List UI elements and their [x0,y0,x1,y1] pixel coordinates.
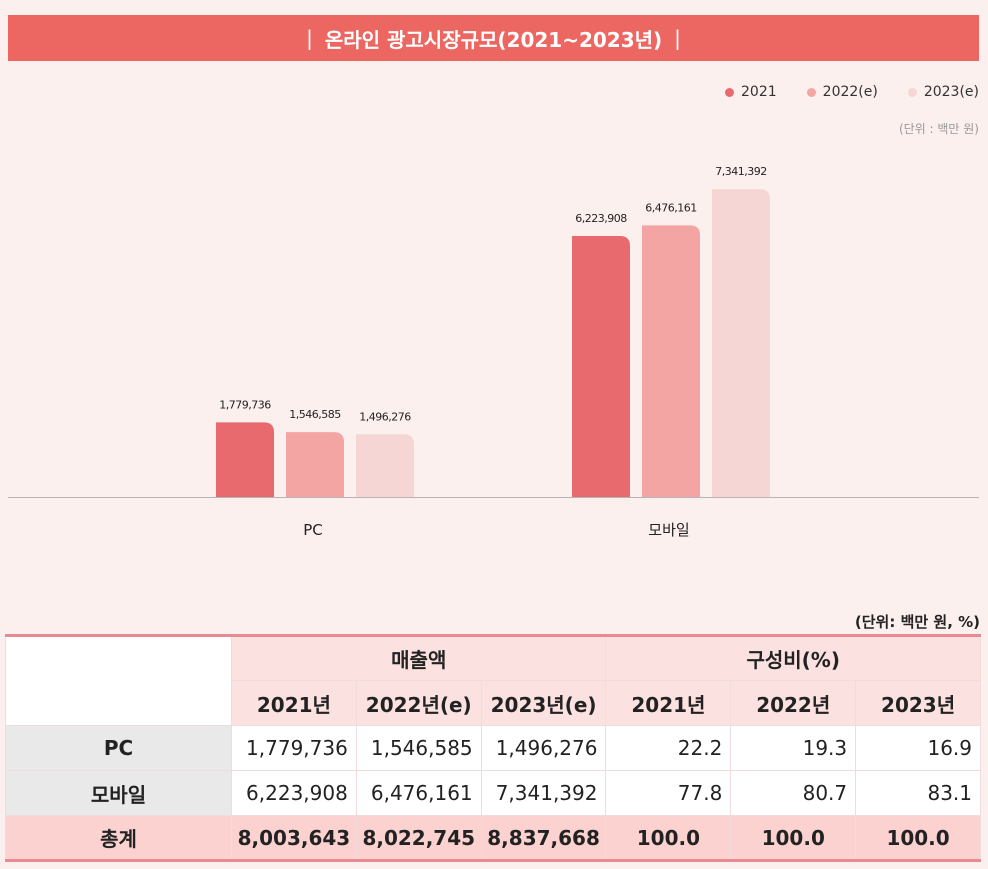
table-cell: 100.0 [605,815,732,861]
bar-value-label: 6,476,161 [645,201,696,214]
legend-label: 2022(e) [822,84,878,100]
table-corner-cell [5,635,232,726]
table-unit-label: (단위: 백만 원, %) [854,613,980,631]
header-sales: 매출액 [230,635,607,681]
table-header-row-group: 매출액 구성비(%) [5,635,981,726]
table-cell: 77.8 [605,770,732,816]
title-separator-right: | [674,26,681,50]
bar-value-label: 6,223,908 [575,212,627,225]
chart-legend: 2021 2022(e) 2023(e) [725,84,979,100]
bar-PC-2021 [216,422,274,497]
table-cell: 100.0 [730,815,857,861]
header-year: 2021년 [605,680,732,726]
bar-PC-2022(e) [286,432,344,497]
table-cell: 8,837,668 [480,815,607,861]
bar-value-label: 1,546,585 [289,408,341,421]
bar-모바일-2022(e) [642,225,700,497]
table-cell: 83.1 [855,770,981,816]
chart-title: 온라인 광고시장규모(2021~2023년) [324,27,663,52]
legend-item-2022e: 2022(e) [806,84,878,100]
legend-dot-icon [806,87,816,97]
table-cell: 1,496,276 [480,725,607,771]
header-year: 2023년 [855,680,981,726]
legend-dot-icon [725,87,735,97]
data-table: 매출액 구성비(%) 2021년 2022년(e) 2023년(e) 2021년… [5,634,981,862]
bar-value-label: 7,341,392 [715,165,766,178]
table-cell: 100.0 [855,815,981,861]
table-header-row-years: 2021년 2022년(e) 2023년(e) 2021년 2022년 2023… [6,680,981,726]
header-year: 2023년(e) [480,680,607,726]
chart-title-bar: | 온라인 광고시장규모(2021~2023년) | [8,15,979,61]
table-cell: 1,779,736 [231,725,357,771]
legend-item-2021: 2021 [725,84,777,100]
legend-label: 2021 [741,84,777,100]
bar-PC-2023(e) [356,434,414,497]
x-tick-label: PC [303,521,323,539]
bar-value-label: 1,779,736 [219,398,271,411]
row-label-pc: PC [5,725,232,771]
table-row: PC 1,779,736 1,546,585 1,496,276 22.2 19… [5,725,981,771]
chart-unit-label: (단위 : 백만 원) [898,122,979,136]
bar-value-label: 1,496,276 [359,410,411,423]
header-year: 2022년(e) [355,680,482,726]
table-total-row: 총계 8,003,643 8,022,745 8,837,668 100.0 1… [5,815,981,861]
table-cell: 8,003,643 [231,815,357,861]
bar-모바일-2023(e) [712,189,770,497]
table-cell: 22.2 [605,725,732,771]
bar-모바일-2021 [572,235,630,497]
table-cell: 7,341,392 [480,770,607,816]
row-label-total: 총계 [5,815,232,861]
table-cell: 6,223,908 [231,770,357,816]
title-separator-left: | [306,26,313,50]
header-year: 2021년 [231,680,357,726]
header-composition: 구성비(%) [605,635,981,681]
table-row: 모바일 6,223,908 6,476,161 7,341,392 77.8 8… [5,770,981,816]
table-cell: 8,022,745 [355,815,482,861]
table-cell: 19.3 [730,725,857,771]
legend-label: 2023(e) [923,84,979,100]
table-cell: 6,476,161 [355,770,482,816]
header-year: 2022년 [730,680,857,726]
table-cell: 16.9 [855,725,981,771]
bar-chart: 1,779,736 1,546,585 1,496,276 PC 6,223,908 6,… [8,165,979,539]
legend-dot-icon [907,87,917,97]
table-cell: 1,546,585 [355,725,482,771]
table-cell: 80.7 [730,770,857,816]
row-label-mobile: 모바일 [5,770,232,816]
x-tick-label: 모바일 [648,521,689,539]
legend-item-2023e: 2023(e) [907,84,979,100]
